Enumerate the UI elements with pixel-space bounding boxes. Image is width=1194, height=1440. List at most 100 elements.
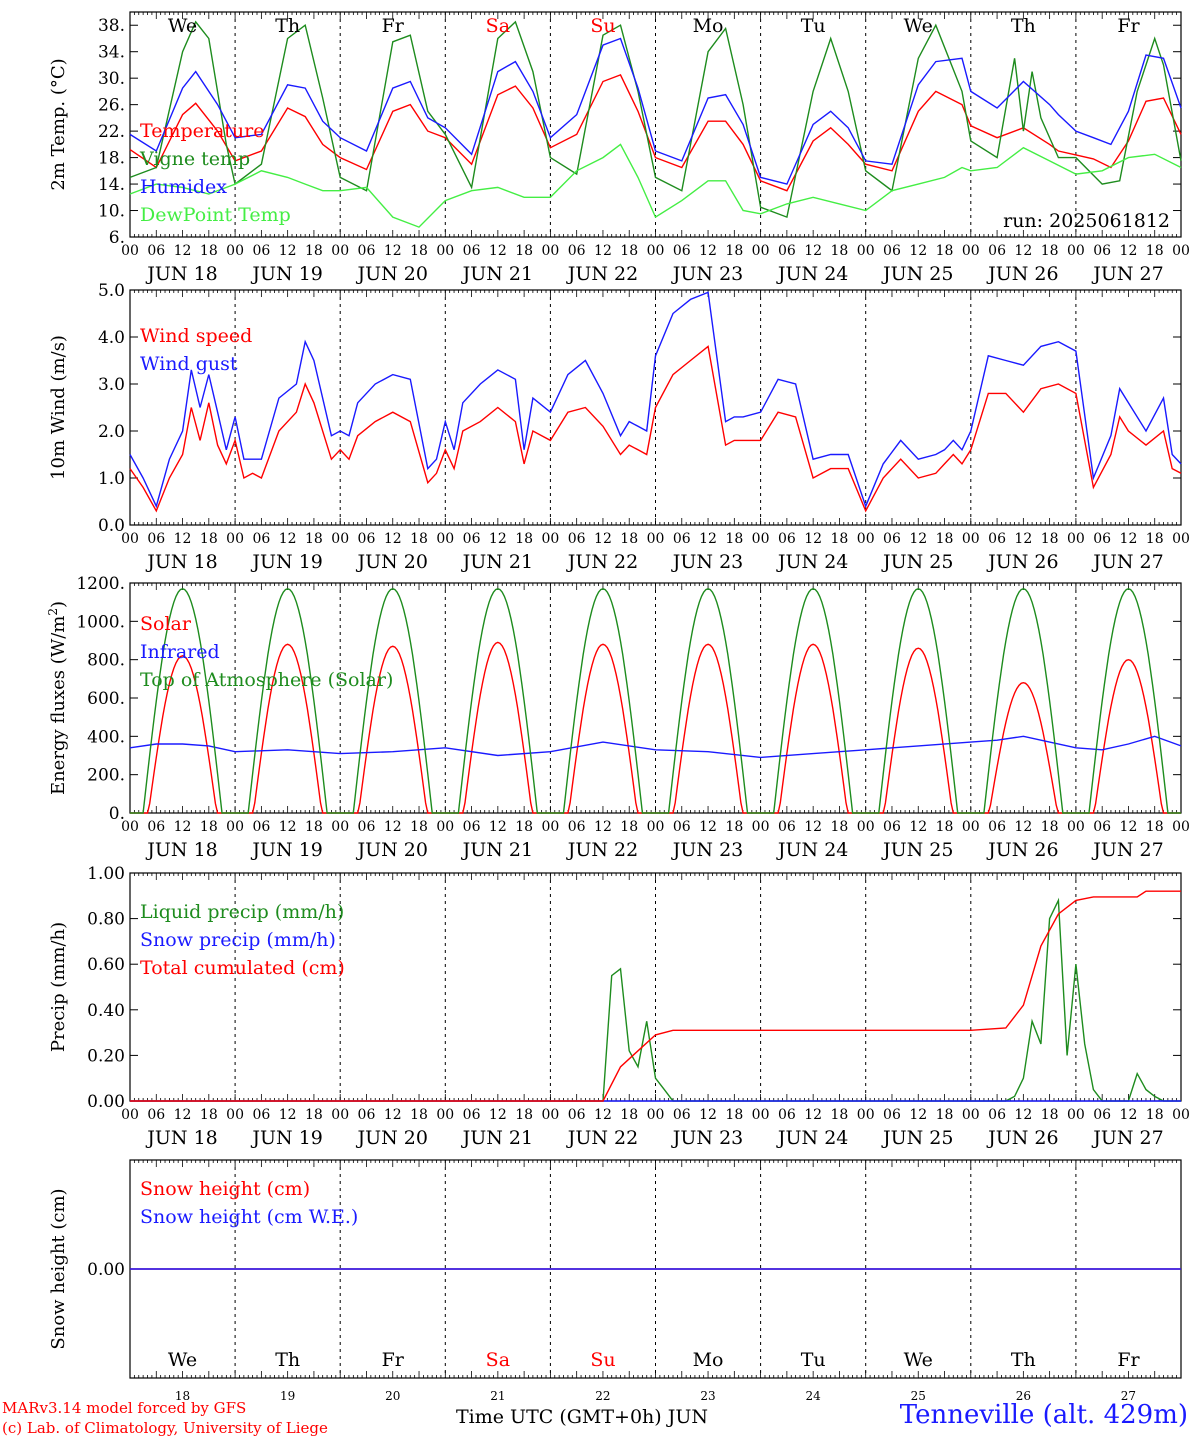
hour-tick-label: 18 [725,819,743,835]
hour-tick-label: 12 [1014,531,1032,547]
hour-tick-label: 18 [620,243,638,259]
day-label: JUN 23 [671,551,743,573]
hour-tick-label: 18 [200,243,218,259]
legend-entry: Snow precip (mm/h) [140,929,336,951]
hour-tick-label: 12 [174,1107,192,1123]
hour-tick-label: 06 [778,531,796,547]
hour-tick-label: 18 [200,819,218,835]
legend-entry: Temperature [140,120,264,142]
hour-tick-label: 12 [279,1107,297,1123]
hour-tick-label: 06 [778,243,796,259]
series-line [130,897,1181,1102]
series-line [129,345,1182,513]
hour-tick-label: 18 [831,1107,849,1123]
weekday-label: Th [1011,15,1036,37]
hour-tick-label: 00 [857,819,875,835]
hour-tick-label: 18 [200,1107,218,1123]
hour-tick-label: 00 [436,819,454,835]
date-label: 27 [1121,1389,1136,1403]
hour-tick-label: 00 [962,1107,980,1123]
legend-entry: Solar [140,613,192,635]
y-tick-label: 26. [98,96,125,116]
weekday-label: Fr [1117,15,1140,37]
day-label: JUN 24 [776,1127,848,1149]
hour-tick-label: 06 [673,1107,691,1123]
hour-tick-label: 00 [752,1107,770,1123]
hour-tick-label: 18 [305,531,323,547]
day-label: JUN 20 [356,551,428,573]
weekday-label: We [904,15,933,37]
model-credit: MARv3.14 model forced by GFS [2,1399,247,1417]
series-line [129,735,1182,759]
hour-tick-label: 18 [410,819,428,835]
hour-tick-label: 18 [936,1107,954,1123]
hour-tick-label: 18 [620,1107,638,1123]
day-label: JUN 20 [356,1127,428,1149]
y-axis-label: 10m Wind (m/s) [48,335,69,480]
weekday-label: Tu [801,15,826,37]
hour-tick-label: 00 [541,819,559,835]
footer-credits: MARv3.14 model forced by GFS (c) Lab. of… [2,1398,328,1438]
weekday-label: Mo [693,1349,724,1371]
series-line [130,588,1181,814]
hour-tick-label: 00 [857,531,875,547]
y-axis-label: Energy fluxes (W/m2) [46,601,69,795]
weekday-label: We [168,1349,197,1371]
hour-tick-label: 12 [594,819,612,835]
legend-entry: Wind speed [140,325,252,347]
hour-tick-label: 06 [358,531,376,547]
legend-entry: Liquid precip (mm/h) [140,901,344,923]
hour-tick-label: 12 [279,819,297,835]
hour-tick-label: 00 [541,531,559,547]
y-tick-label: 600. [87,689,125,709]
y-tick-label: 14. [98,175,125,195]
day-label: JUN 22 [566,1127,638,1149]
hour-tick-label: 00 [1172,1107,1190,1123]
date-label: 21 [490,1389,505,1403]
hour-tick-label: 12 [489,243,507,259]
weekday-label: Su [590,15,615,37]
day-label: JUN 24 [776,551,848,573]
hour-tick-label: 18 [200,531,218,547]
hour-tick-label: 18 [515,819,533,835]
hour-tick-label: 06 [988,531,1006,547]
day-label: JUN 24 [776,839,848,861]
y-tick-label: 34. [98,43,125,63]
day-label: JUN 26 [986,839,1058,861]
y-tick-label: 800. [87,651,125,671]
weekday-label: Sa [486,1349,510,1371]
hour-tick-label: 18 [1146,243,1164,259]
hour-tick-label: 00 [121,531,139,547]
legend-entry: Wind gust [140,353,238,375]
y-tick-label: 1000. [76,612,125,632]
day-label: JUN 25 [881,839,953,861]
hour-tick-label: 06 [463,531,481,547]
hour-tick-label: 06 [1093,819,1111,835]
hour-tick-label: 00 [121,1107,139,1123]
hour-tick-label: 00 [962,819,980,835]
copyright-credit: (c) Lab. of Climatology, University of L… [2,1419,328,1437]
hour-tick-label: 12 [594,243,612,259]
hour-tick-label: 12 [279,243,297,259]
hour-tick-label: 06 [568,531,586,547]
hour-tick-label: 06 [1093,531,1111,547]
time-axis-label: Time UTC (GMT+0h) JUN [456,1406,708,1428]
hour-tick-label: 12 [909,531,927,547]
hour-tick-label: 06 [252,1107,270,1123]
hour-tick-label: 12 [1120,243,1138,259]
hour-tick-label: 12 [1120,1107,1138,1123]
date-label: 18 [175,1389,190,1403]
hour-tick-label: 12 [909,243,927,259]
series-line [129,74,1182,192]
weekday-label: We [168,15,197,37]
hour-tick-label: 12 [699,1107,717,1123]
y-tick-label: 3.0 [98,375,125,395]
hour-tick-label: 18 [515,243,533,259]
hour-tick-label: 18 [725,1107,743,1123]
hour-tick-label: 00 [1172,243,1190,259]
hour-tick-label: 00 [1172,819,1190,835]
hour-tick-label: 06 [358,243,376,259]
hour-tick-label: 00 [436,531,454,547]
y-axis-label: Snow height (cm) [48,1188,69,1349]
